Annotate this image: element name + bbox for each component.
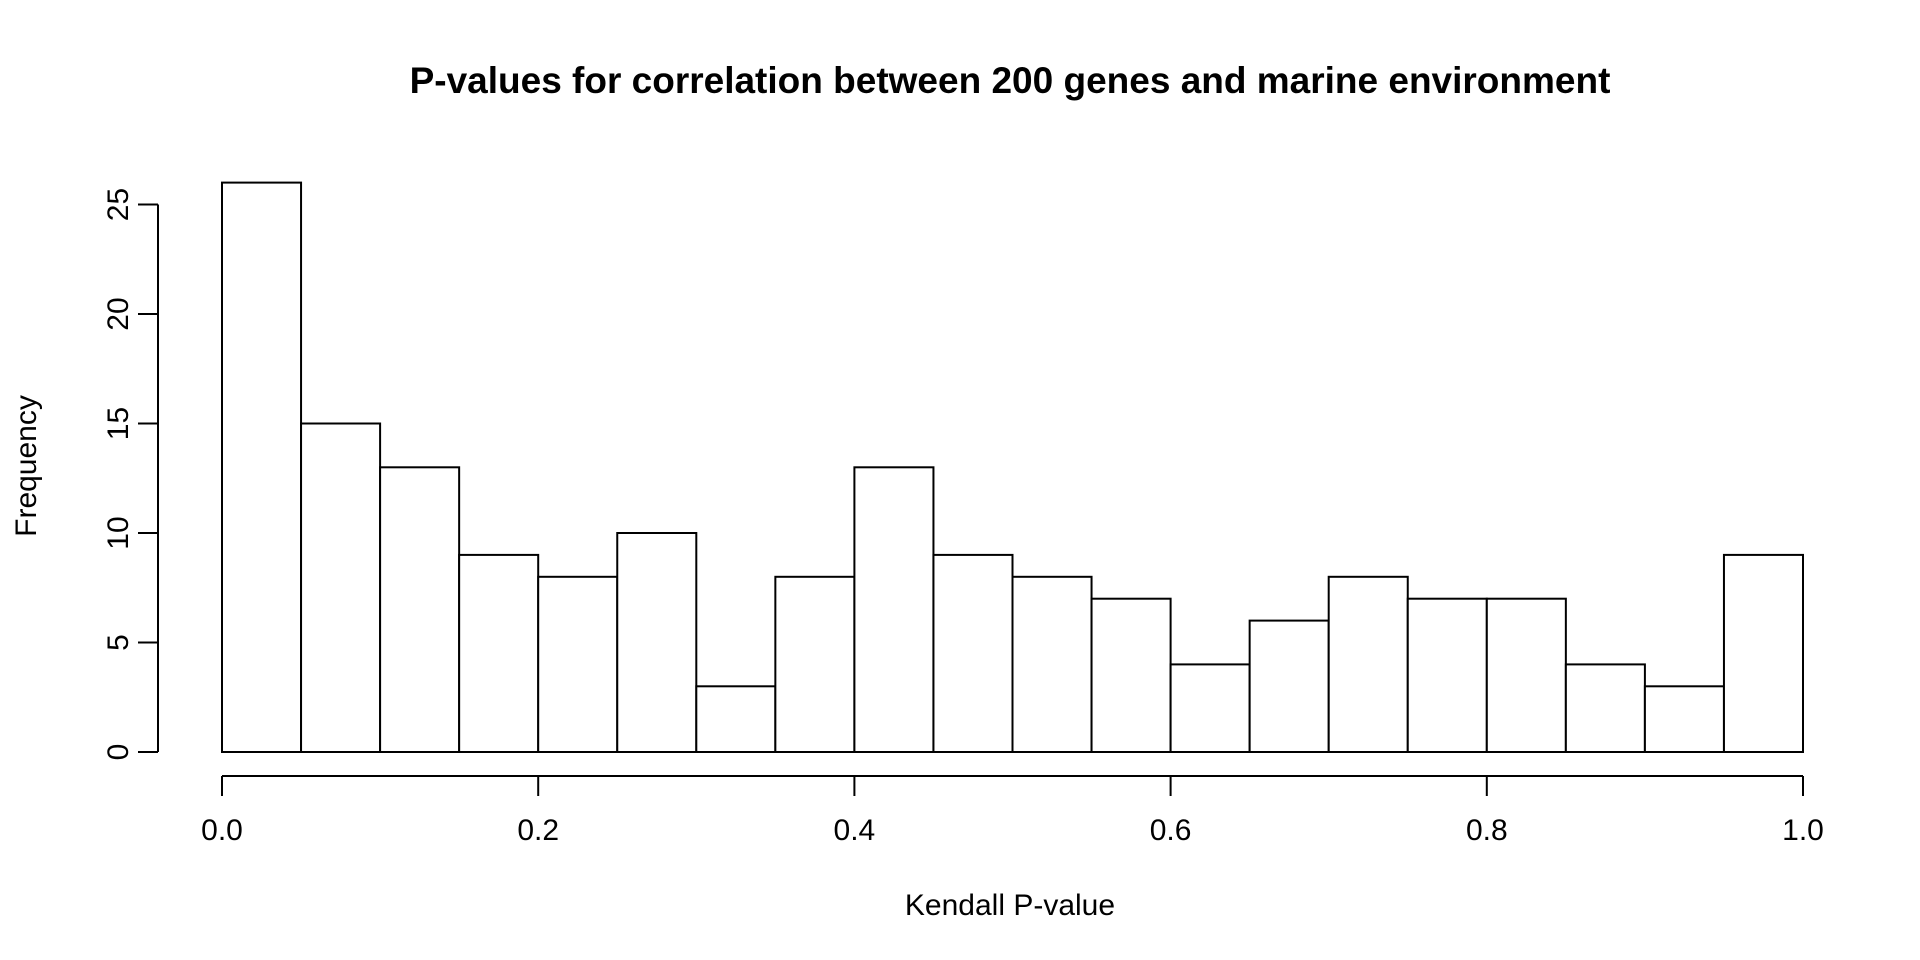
histogram-bar [1169,663,1251,754]
x-tick-label: 1.0 [1782,814,1824,847]
histogram-bar [221,181,303,754]
histogram-bar [1564,663,1646,754]
y-tick-label: 0 [102,744,135,761]
histogram-bar [1485,597,1567,754]
histogram-bar [695,685,777,753]
x-tick-label: 0.2 [517,814,559,847]
histogram-bar [379,466,461,753]
chart-title: P-values for correlation between 200 gen… [410,60,1611,101]
histogram-bar [458,553,540,754]
x-tick-label: 0.4 [834,814,876,847]
histogram-bar [537,575,619,753]
y-axis: 0 5 10 15 20 25 [102,188,159,761]
x-tick-label: 0.0 [201,814,243,847]
histogram-bar [1090,597,1172,754]
histogram-bar [300,422,382,753]
histogram-bar [616,532,698,753]
histogram-bar [1643,685,1725,753]
y-axis-label: Frequency [10,395,43,537]
histogram-bar [1011,575,1093,753]
y-tick-label: 10 [102,516,135,549]
y-tick-label: 15 [102,407,135,440]
histogram-bar [774,575,856,753]
x-axis-label: Kendall P-value [905,889,1115,922]
y-tick-label: 5 [102,634,135,651]
histogram-bar [932,553,1014,754]
histogram-bar [853,466,935,753]
x-tick-label: 0.8 [1466,814,1508,847]
x-axis: 0.0 0.2 0.4 0.6 0.8 1.0 [201,775,1824,847]
histogram-bar [1722,553,1804,754]
histogram-bar [1406,597,1488,754]
y-tick-label: 20 [102,297,135,330]
bars-layer [221,181,1804,754]
x-tick-label: 0.6 [1150,814,1192,847]
histogram-bar [1248,619,1330,753]
histogram-bar [1327,575,1409,753]
y-tick-label: 25 [102,188,135,221]
